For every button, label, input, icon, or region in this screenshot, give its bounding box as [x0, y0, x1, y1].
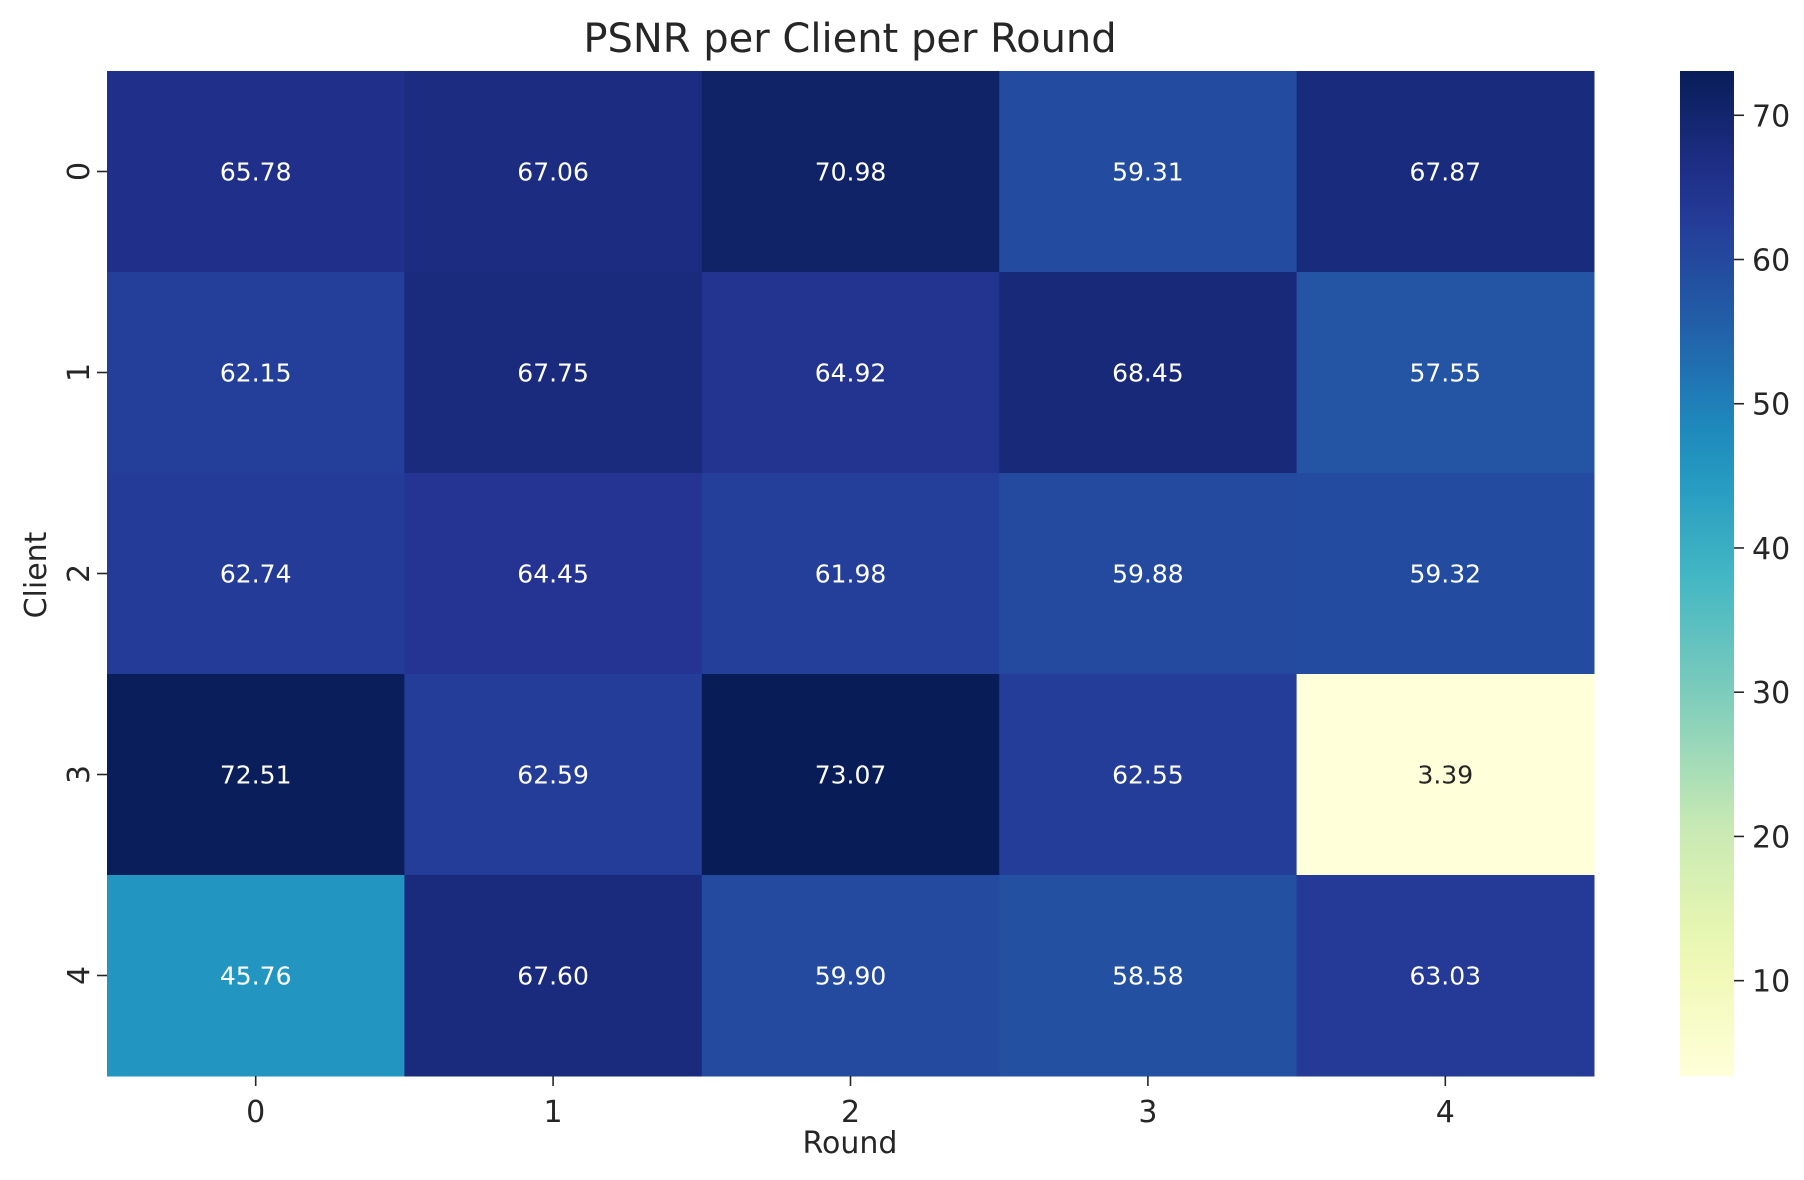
cell-value-label: 58.58 — [1112, 962, 1184, 991]
cell-value-label: 67.60 — [517, 962, 589, 991]
cell-value-label: 63.03 — [1410, 962, 1482, 991]
x-tick-label: 0 — [246, 1095, 265, 1130]
cell-value-label: 70.98 — [815, 158, 887, 187]
colorbar-tick-label: 30 — [1752, 676, 1790, 711]
cell-value-label: 64.92 — [815, 359, 887, 388]
cell-value-label: 62.59 — [517, 761, 589, 790]
cell-value-label: 62.74 — [220, 560, 292, 589]
colorbar-gradient — [1680, 71, 1734, 1076]
colorbar: 10 20 30 40 50 60 70 — [1680, 71, 1790, 1076]
x-tick-label: 2 — [841, 1095, 860, 1130]
y-axis-label: Client — [19, 531, 54, 618]
cell-value-label: 64.45 — [517, 560, 589, 589]
cell-value-label: 62.55 — [1112, 761, 1184, 790]
chart-title: PSNR per Client per Round — [583, 16, 1116, 62]
cell-value-label: 62.15 — [220, 359, 292, 388]
colorbar-tick-label: 60 — [1752, 244, 1790, 279]
x-axis-label: Round — [803, 1126, 898, 1161]
cell-value-label: 67.06 — [517, 158, 589, 187]
x-tick-label: 3 — [1138, 1095, 1157, 1130]
x-axis: 0 1 2 3 4 — [246, 1076, 1455, 1130]
y-axis: 0 1 2 3 4 — [62, 162, 107, 985]
cell-value-label: 57.55 — [1410, 359, 1482, 388]
cell-value-label: 73.07 — [815, 761, 887, 790]
x-tick-label: 4 — [1436, 1095, 1455, 1130]
cell-value-label: 45.76 — [220, 962, 292, 991]
cell-value-label: 67.75 — [517, 359, 589, 388]
cell-value-label: 65.78 — [220, 158, 292, 187]
cell-value-label: 67.87 — [1410, 158, 1482, 187]
cell-value-label: 61.98 — [815, 560, 887, 589]
cell-value-label: 68.45 — [1112, 359, 1184, 388]
y-tick-label: 3 — [62, 765, 97, 784]
cell-value-label: 72.51 — [220, 761, 292, 790]
y-tick-label: 2 — [62, 564, 97, 583]
heatmap-cells: 65.78 67.06 70.98 59.31 67.87 62.15 67.75 64.92… — [107, 71, 1595, 1077]
colorbar-tick-label: 10 — [1752, 965, 1790, 1000]
colorbar-tick-label: 40 — [1752, 532, 1790, 567]
y-tick-label: 0 — [62, 162, 97, 181]
y-tick-label: 4 — [62, 966, 97, 985]
cell-value-label: 59.32 — [1410, 560, 1482, 589]
y-tick-label: 1 — [62, 363, 97, 382]
cell-value-label: 3.39 — [1417, 761, 1473, 790]
x-tick-label: 1 — [544, 1095, 563, 1130]
cell-value-label: 59.88 — [1112, 560, 1184, 589]
cell-value-label: 59.31 — [1112, 158, 1184, 187]
cell-value-label: 59.90 — [815, 962, 887, 991]
colorbar-tick-label: 20 — [1752, 820, 1790, 855]
colorbar-tick-label: 50 — [1752, 388, 1790, 423]
colorbar-tick-label: 70 — [1752, 99, 1790, 134]
